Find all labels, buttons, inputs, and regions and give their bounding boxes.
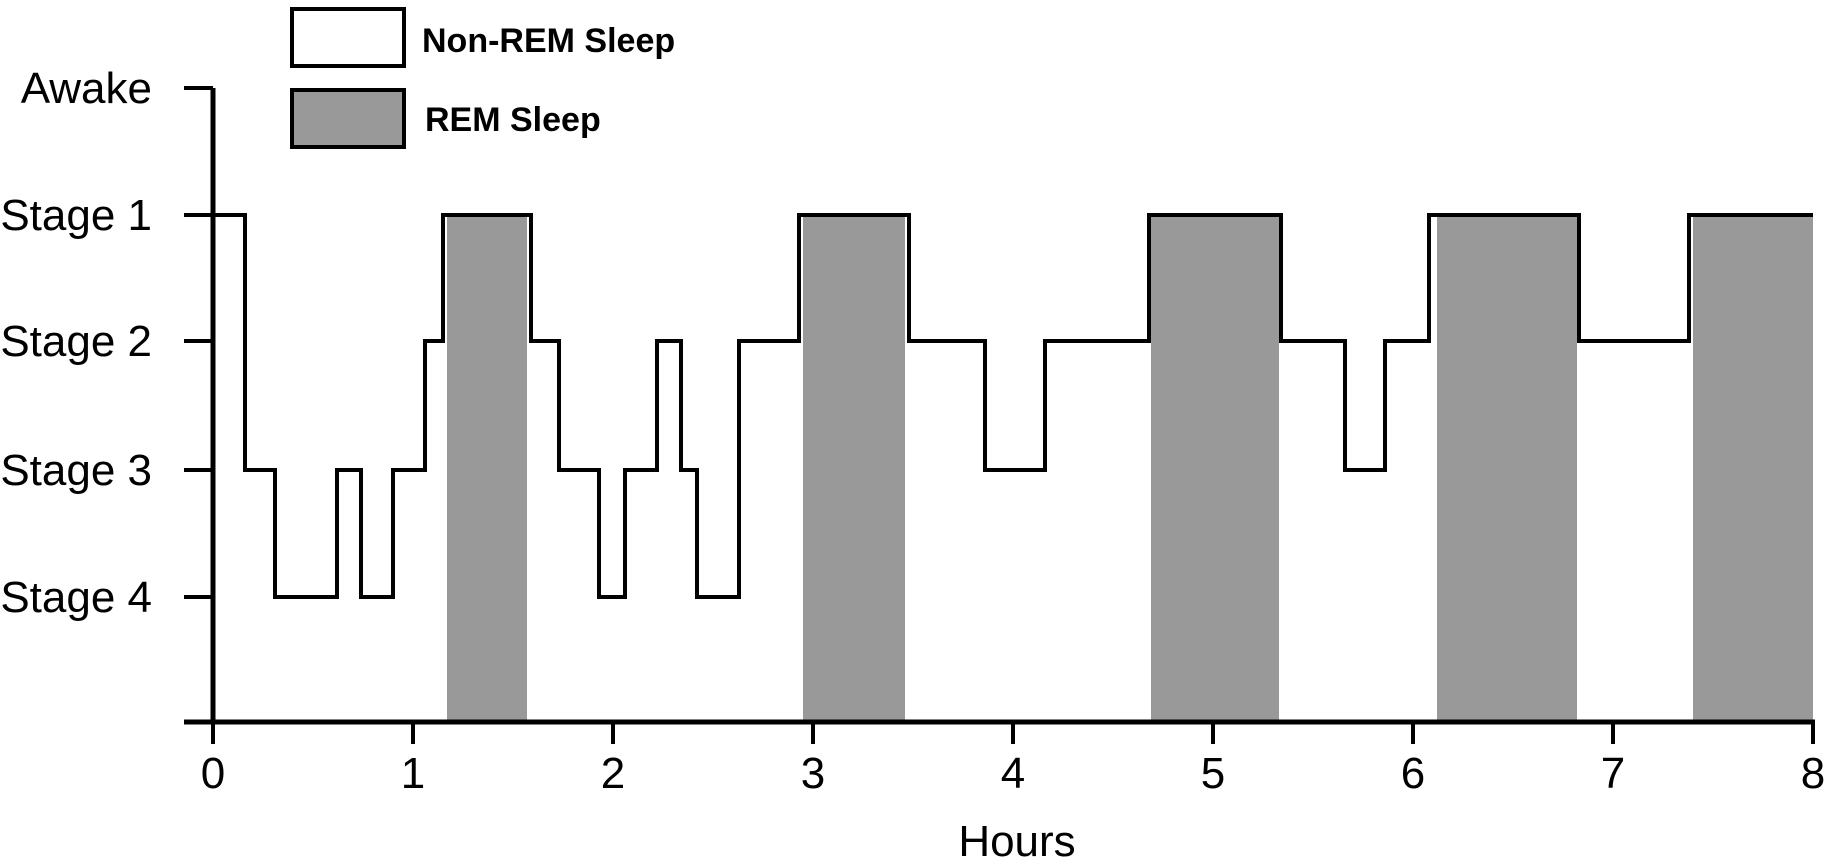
axes xyxy=(184,88,1815,725)
y-tick-label-awake: Awake xyxy=(21,64,152,113)
legend-swatch-rem xyxy=(290,88,406,149)
y-tick-label-stage-3: Stage 3 xyxy=(0,446,152,495)
rem-bar-1 xyxy=(447,215,527,722)
rem-bar-3 xyxy=(1151,215,1279,722)
x-tick-label-2: 2 xyxy=(601,749,625,798)
legend-label-non-rem: Non-REM Sleep xyxy=(422,22,675,60)
legend-label-rem: REM Sleep xyxy=(425,101,601,139)
x-axis-title: Hours xyxy=(958,817,1075,864)
x-tick-label-4: 4 xyxy=(1001,749,1025,798)
rem-periods xyxy=(447,215,1813,722)
rem-bar-2 xyxy=(803,215,905,722)
sleep-stage-line xyxy=(213,213,1813,599)
x-tick-label-0: 0 xyxy=(201,749,225,798)
y-tick-label-stage-2: Stage 2 xyxy=(0,317,152,366)
rem-bar-5 xyxy=(1693,215,1813,722)
legend: Non-REM Sleep REM Sleep xyxy=(290,7,675,149)
rem-bar-4 xyxy=(1437,215,1577,722)
y-tick-label-stage-4: Stage 4 xyxy=(0,573,152,622)
x-tick-label-7: 7 xyxy=(1601,749,1625,798)
x-tick-label-8: 8 xyxy=(1801,749,1825,798)
ticks: 0 1 2 3 4 5 6 7 8 Awake Stage 1 Stage 2 Stage 3 Stage… xyxy=(0,64,1825,798)
legend-swatch-non-rem xyxy=(290,7,406,68)
x-tick-label-6: 6 xyxy=(1401,749,1425,798)
x-tick-label-5: 5 xyxy=(1201,749,1225,798)
y-tick-label-stage-1: Stage 1 xyxy=(0,191,152,240)
x-tick-label-1: 1 xyxy=(401,749,425,798)
x-tick-label-3: 3 xyxy=(801,749,825,798)
